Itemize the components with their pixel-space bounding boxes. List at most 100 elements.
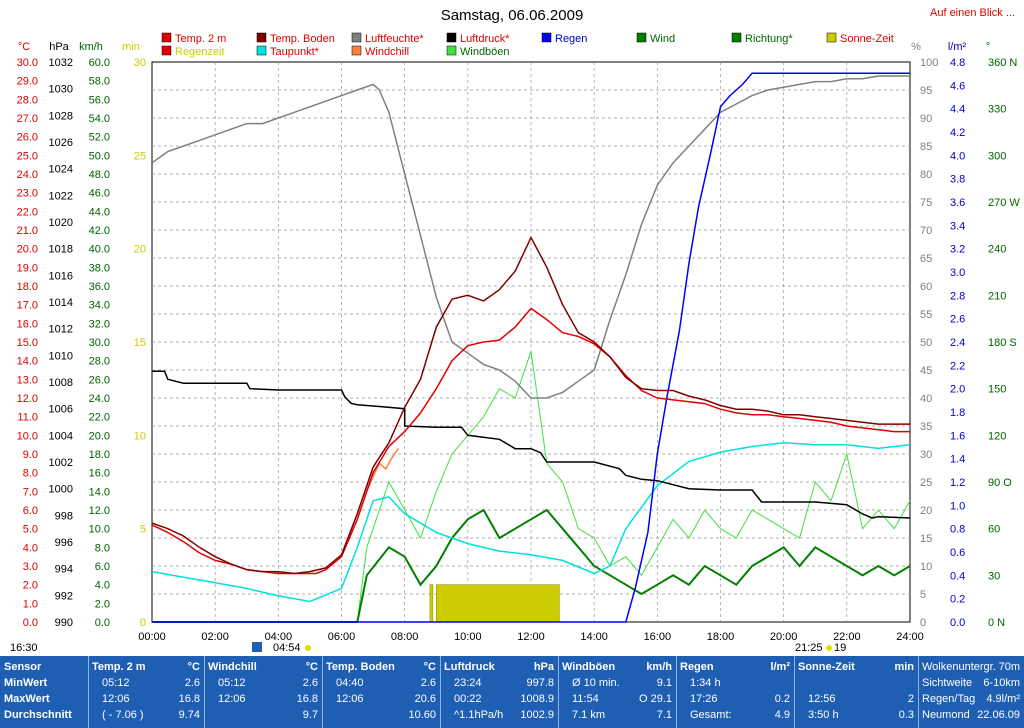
humidity-tick-12: 40 (920, 393, 932, 405)
boeen-row-title: Windböen km/h (562, 661, 672, 676)
wind-tick-25: 10.0 (89, 524, 110, 536)
axis-labels: 30.0 29.0 28.0 27.0 26.0 25.0 24.0 23.0 22.0 21.0… (17, 57, 1021, 643)
minutes-tick-0: 30 (134, 57, 146, 69)
rain-tick-19: 1.0 (950, 500, 965, 512)
wind-tick-19: 22.0 (89, 412, 110, 424)
pressure-tick-20: 992 (55, 590, 73, 602)
windchill-r2-time: 12:06 (218, 693, 246, 705)
pressure-tick-9: 1014 (49, 297, 73, 309)
humidity-tick-14: 30 (920, 449, 932, 461)
wind-tick-15: 30.0 (89, 337, 110, 349)
wind-tick-11: 38.0 (89, 262, 110, 274)
chart-title: Samstag, 06.06.2009 (441, 7, 584, 24)
legend-swatch-4 (541, 32, 552, 43)
legend-label-0: Temp. 2 m (175, 33, 226, 45)
windchill-r1-value: 2.6 (302, 677, 318, 689)
druck-r2-time: 00:22 (454, 693, 482, 705)
rain-tick-11: 2.6 (950, 314, 965, 326)
boeen-r1-value: 9.1 (656, 677, 672, 689)
temp-tick-20: 10.0 (17, 430, 38, 442)
minutes-tick-3: 15 (134, 337, 146, 349)
axis-units: °C hPa km/h min % l/m² ° (18, 41, 990, 53)
time-tick-5: 10:00 (454, 631, 482, 643)
windchill-row-r2: 12:06 16.8 (208, 693, 318, 708)
rain-tick-18: 1.2 (950, 477, 965, 489)
temp2m-row-r1: 05:12 2.6 (92, 677, 200, 692)
humidity-tick-18: 10 (920, 561, 932, 573)
regen-r2-value: 0.2 (774, 693, 790, 705)
wind-tick-6: 48.0 (89, 169, 110, 181)
temp-tick-12: 18.0 (17, 281, 38, 293)
series-temp-boden (151, 235, 910, 575)
druck-row-r1: 23:24 997.8 (444, 677, 554, 692)
pressure-tick-6: 1020 (49, 217, 73, 229)
col-druck: Luftdruck hPa 23:24 997.8 00:22 1008.9 ^1.1hPa… (440, 656, 559, 728)
pressure-tick-13: 1006 (49, 404, 73, 416)
temp2m-title: Temp. 2 m (92, 661, 146, 673)
windchill-row-title: Windchill °C (208, 661, 318, 676)
direction-tick-6: 180 S (988, 337, 1017, 349)
humidity-tick-9: 55 (920, 309, 932, 321)
boeen-row-r3: 7.1 km 7.1 (562, 709, 672, 724)
wind-tick-7: 46.0 (89, 188, 110, 200)
sonne-r3-value: 0.3 (898, 709, 914, 721)
rain-tick-23: 0.2 (950, 594, 965, 606)
col-sensor: Sensor MinWert MaxWert Durchschnitt (0, 656, 89, 728)
row-label-min: MinWert (4, 677, 48, 689)
legend-label-6: Richtung* (745, 33, 793, 45)
legend-swatch-8 (161, 45, 172, 56)
boden-r1-time: 04:40 (336, 677, 364, 689)
summary-table: Sensor MinWert MaxWert Durchschnitt Temp… (0, 656, 1024, 728)
pressure-tick-21: 990 (55, 617, 73, 629)
time-tick-6: 12:00 (517, 631, 545, 643)
series-windchill (366, 447, 400, 492)
temp-tick-24: 6.0 (23, 505, 38, 517)
time-tick-9: 18:00 (707, 631, 735, 643)
series-wind (152, 508, 911, 623)
wind-tick-5: 50.0 (89, 150, 110, 162)
druck-r2-value: 1008.9 (520, 693, 554, 705)
legend-label-5: Wind (650, 33, 675, 45)
legend-swatch-2 (351, 32, 362, 43)
humidity-tick-1: 95 (920, 85, 932, 97)
direction-tick-11: 30 (988, 570, 1000, 582)
wind-tick-1: 58.0 (89, 76, 110, 88)
time-tick-11: 22:00 (833, 631, 861, 643)
direction-tick-1: 330 (988, 104, 1006, 116)
windchill-unit: °C (305, 661, 318, 673)
rain-tick-0: 4.8 (950, 57, 965, 69)
temp-tick-1: 29.0 (17, 76, 38, 88)
regen-r3-time: Gesamt: (690, 709, 732, 721)
legend-label-7: Sonne-Zeit (840, 33, 894, 45)
overview-link[interactable]: Auf einen Blick ... (930, 7, 1015, 19)
sonne-row-title: Sonne-Zeit min (798, 661, 914, 676)
direction-tick-10: 60 (988, 524, 1000, 536)
sonne-row-r2: 12:56 2 (798, 693, 914, 708)
boeen-r2-value: O 29.1 (638, 693, 672, 705)
direction-unit: ° (986, 41, 990, 53)
minutes-tick-1: 25 (134, 150, 146, 162)
sunrise-dot-icon (305, 645, 311, 651)
regen-row-title: Regen l/m² (680, 661, 790, 676)
humidity-tick-5: 75 (920, 197, 932, 209)
humidity-tick-16: 20 (920, 505, 932, 517)
pressure-tick-7: 1018 (49, 244, 73, 256)
col-sonne: Sonne-Zeit min 12:56 2 3:50 h 0.3 (794, 656, 919, 728)
boeen-title: Windböen (562, 661, 616, 673)
wind-tick-21: 18.0 (89, 449, 110, 461)
sun-markers: 16:30 04:54 21:25 19 (10, 642, 846, 654)
boeen-r3-value: 7.1 (656, 709, 672, 721)
humidity-tick-10: 50 (920, 337, 932, 349)
temp-unit: °C (18, 41, 30, 53)
regen-unit: l/m² (770, 661, 790, 673)
boden-row-r3: 10.60 (326, 709, 436, 724)
regen-title: Regen (680, 661, 714, 673)
rain-tick-9: 3.0 (950, 267, 965, 279)
minutes-tick-5: 5 (140, 524, 146, 536)
legend-swatch-0 (161, 32, 172, 43)
boeen-r3-time: 7.1 km (572, 709, 606, 721)
extra-label-0: Wolkenuntergr. (922, 661, 996, 673)
pressure-tick-3: 1026 (49, 137, 73, 149)
direction-tick-9: 90 O (988, 477, 1012, 489)
temp-tick-11: 19.0 (17, 262, 38, 274)
